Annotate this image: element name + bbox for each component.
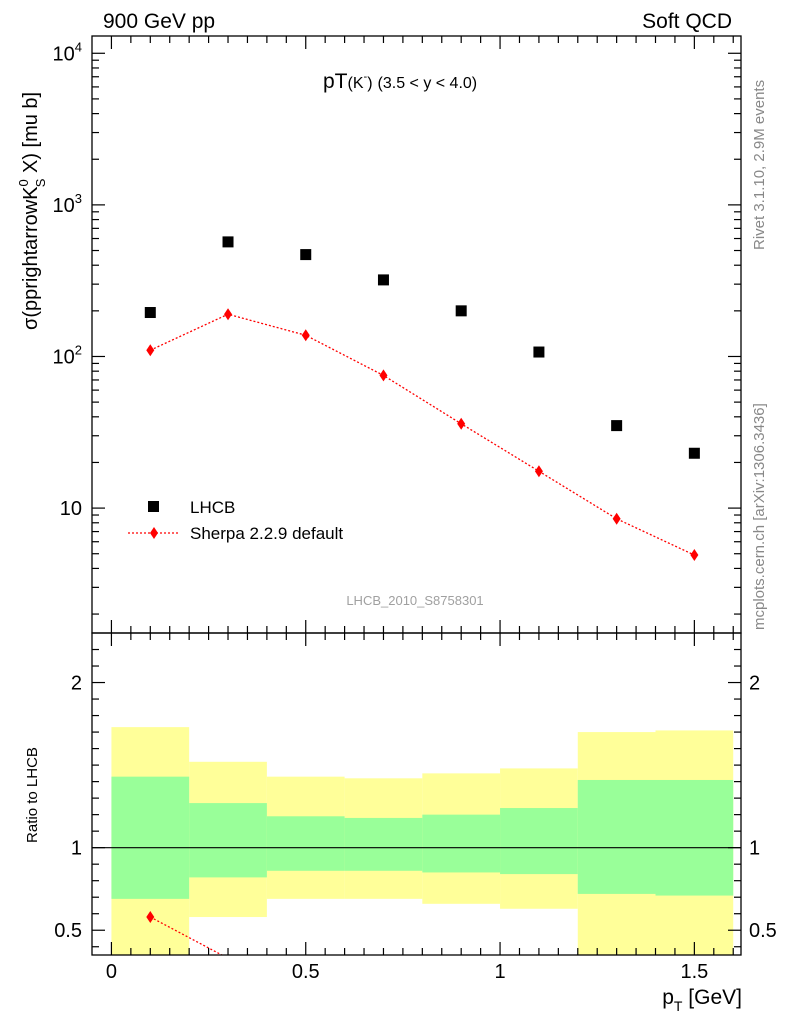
sherpa-point <box>301 329 310 342</box>
ratio-axis-ticks <box>92 633 741 955</box>
legend-marker-sherpa <box>150 527 158 539</box>
lhcb-point <box>611 420 623 432</box>
sherpa-point <box>690 549 699 562</box>
ratio-series-layer <box>146 911 224 955</box>
ratio-band-inner <box>111 776 190 899</box>
ratio-band-inner <box>577 779 656 894</box>
lhcb-point <box>144 307 156 319</box>
ratio-y-tick-label-left: 0.5 <box>54 920 82 942</box>
ratio-y-tick-label-right: 0.5 <box>749 920 777 942</box>
sherpa-point <box>534 465 543 478</box>
ratio-sherpa-line <box>149 916 224 955</box>
main-y-axis-label: σ(pprightarrowK0 S X) [mu b] <box>16 92 48 330</box>
ratio-frame <box>91 632 742 956</box>
ratio-band-inner <box>500 808 578 875</box>
legend: LHCB Sherpa 2.2.9 default <box>128 498 343 543</box>
ratio-x-tick-labels: 0 0.5 1 1.5 <box>106 961 708 983</box>
ratio-sherpa-point <box>146 911 155 924</box>
ratio-band-inner <box>189 803 267 878</box>
ratio-y-tick-label-right: 1 <box>749 838 760 860</box>
ratio-band-inner <box>422 814 501 873</box>
x-tick-label: 0.5 <box>292 961 320 983</box>
lhcb-point <box>688 447 700 459</box>
sherpa-point <box>379 369 388 382</box>
header-right: Soft QCD <box>642 10 732 33</box>
main-panel: 10 102 103 104 pT(K-) (3.5 < y < 4.0) σ(ppri… <box>16 35 742 634</box>
ratio-band-inner <box>266 816 345 871</box>
main-y-tick-label: 103 <box>53 191 82 217</box>
sherpa-point <box>612 512 621 525</box>
main-y-tick-labels: 10 102 103 104 <box>53 39 82 520</box>
lhcb-point <box>222 236 234 248</box>
ratio-panel: 0.5 0.5 1 1 2 2 0 0.5 1 1.5 Ratio to LHCB pT [Ge… <box>24 632 777 1014</box>
ratio-band-inner <box>655 779 734 896</box>
mcplots-credit-text: mcplots.cern.ch [arXiv:1306.3436] <box>751 403 768 630</box>
main-axis-ticks <box>92 36 741 633</box>
plot-title: pT(K-) (3.5 < y < 4.0) <box>323 70 477 93</box>
header-left: 900 GeV pp <box>103 10 215 33</box>
sherpa-series-line <box>150 313 695 556</box>
x-axis-label: pT [GeV] <box>662 986 742 1014</box>
ratio-bands <box>111 727 734 955</box>
lhcb-point <box>300 249 312 261</box>
main-y-tick-label: 104 <box>53 39 82 65</box>
main-y-tick-label: 10 <box>60 498 82 520</box>
main-y-tick-label: 102 <box>53 342 82 368</box>
ratio-y-axis-label: Ratio to LHCB <box>24 747 41 843</box>
main-series-layer <box>144 236 700 562</box>
ratio-y-tick-label-right: 2 <box>749 673 760 695</box>
legend-label-lhcb: LHCB <box>190 498 235 517</box>
x-tick-label: 1.5 <box>680 961 708 983</box>
lhcb-point <box>455 305 467 317</box>
x-tick-label: 1 <box>494 961 505 983</box>
lhcb-point <box>377 274 389 286</box>
analysis-watermark: LHCB_2010_S8758301 <box>346 593 483 608</box>
x-tick-label: 0 <box>106 961 117 983</box>
ratio-y-tick-label-left: 2 <box>71 673 82 695</box>
main-frame <box>91 35 742 634</box>
ratio-y-tick-label-left: 1 <box>71 838 82 860</box>
rivet-version-text: Rivet 3.1.10, 2.9M events <box>751 80 768 250</box>
sherpa-point <box>146 344 155 357</box>
ratio-band-inner <box>344 817 423 871</box>
sherpa-point <box>224 308 233 321</box>
ratio-y-tick-labels: 0.5 0.5 1 1 2 2 <box>54 673 777 943</box>
lhcb-point <box>533 346 545 358</box>
legend-marker-lhcb <box>148 501 159 512</box>
legend-label-sherpa: Sherpa 2.2.9 default <box>190 524 343 543</box>
sherpa-point <box>457 417 466 430</box>
